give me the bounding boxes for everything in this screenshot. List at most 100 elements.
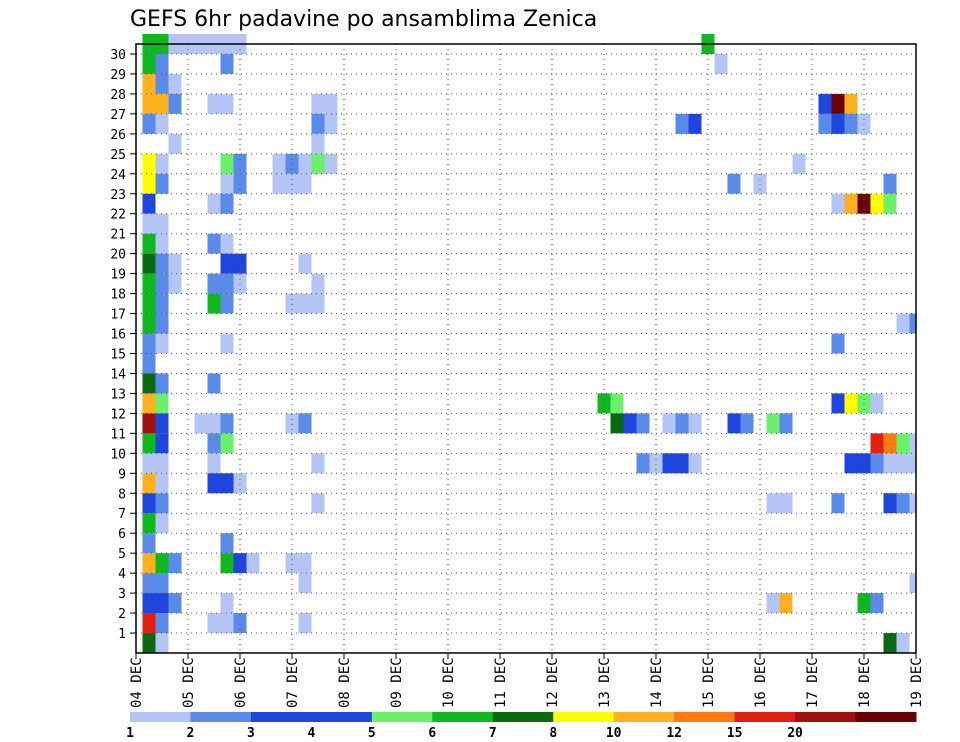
heatmap-cell [233,253,247,274]
legend-label: 4 [307,726,315,741]
heatmap-cell [766,413,780,434]
heatmap-cell [298,173,312,194]
heatmap-cell [311,93,325,114]
heatmap-cell [220,193,234,214]
heatmap-cell [142,633,156,653]
heatmap-cell [870,593,884,614]
chart-title: GEFS 6hr padavine po ansamblima Zenica [130,7,597,32]
x-tick-label: 16 DEC [753,657,769,708]
heatmap-cell [155,113,169,134]
y-tick-label: 13 [110,387,126,402]
heatmap-cell [142,613,156,634]
heatmap-cell [675,113,689,134]
heatmap-cell [818,93,832,114]
legend-swatch [674,712,736,722]
heatmap-cell [857,393,871,414]
heatmap-cell [207,433,221,454]
heatmap-cell [818,113,832,134]
heatmap-cells [142,34,916,653]
heatmap-cell [298,153,312,174]
heatmap-cell [831,113,845,134]
heatmap-cell [688,413,702,434]
heatmap-cell [194,413,208,434]
heatmap-cell [883,633,897,653]
heatmap-cell [610,413,624,434]
heatmap-cell [142,473,156,494]
heatmap-cell [233,273,247,294]
heatmap-cell [220,233,234,254]
legend-swatch [311,712,373,722]
heatmap-cell [909,493,916,514]
legend-label: 1 [126,726,134,741]
heatmap-cell [142,433,156,454]
y-tick-label: 27 [110,108,126,123]
heatmap-cell [142,573,156,594]
y-tick-label: 1 [118,627,126,642]
heatmap-cell [142,393,156,414]
y-tick-label: 18 [110,288,126,303]
heatmap-cell [155,493,169,514]
heatmap-cell [740,413,754,434]
heatmap-cell [142,173,156,194]
heatmap-cell [142,593,156,614]
heatmap-cell [168,593,182,614]
heatmap-cell [779,493,793,514]
heatmap-cell [857,453,871,474]
legend-swatch [734,712,796,722]
y-tick-label: 21 [110,228,126,243]
heatmap-cell [610,393,624,414]
heatmap-cell [298,613,312,634]
heatmap-cell [844,393,858,414]
y-tick-label: 30 [110,48,126,63]
heatmap-cell [870,433,884,454]
y-tick-label: 20 [110,248,126,263]
heatmap-cell [220,553,234,574]
heatmap-cell [142,213,156,234]
heatmap-cell [155,253,169,274]
heatmap-cell [753,173,767,194]
heatmap-cell [909,453,916,474]
heatmap-cell [844,93,858,114]
heatmap-cell [142,153,156,174]
legend-label: 8 [549,726,557,741]
heatmap-cell [155,613,169,634]
heatmap-cell [779,593,793,614]
heatmap-cell [155,553,169,574]
heatmap-cell [142,233,156,254]
heatmap-cell [597,393,611,414]
y-tick-label: 22 [110,208,126,223]
legend-swatch [613,712,675,722]
legend-label: 20 [787,726,803,741]
heatmap-cell [233,173,247,194]
heatmap-cell [285,153,299,174]
heatmap-cell [883,173,897,194]
heatmap-cell [285,293,299,314]
heatmap-cell [207,413,221,434]
heatmap-cell [155,513,169,534]
legend-swatch [795,712,857,722]
heatmap-cell [220,593,234,614]
heatmap-cell [168,93,182,114]
heatmap-cell [220,613,234,634]
legend-label: 7 [489,726,497,741]
heatmap-cell [142,93,156,114]
heatmap-cell [155,73,169,94]
heatmap-cell [168,253,182,274]
heatmap-cell [311,293,325,314]
heatmap-cell [896,493,910,514]
y-tick-label: 3 [118,587,126,602]
x-tick-label: 17 DEC [805,657,821,708]
heatmap-cell [831,333,845,354]
heatmap-cell [831,193,845,214]
legend-swatch [190,712,252,722]
heatmap-cell [870,453,884,474]
heatmap-cell [155,413,169,434]
heatmap-cell [155,213,169,234]
heatmap-cell [220,93,234,114]
heatmap-cell [298,253,312,274]
heatmap-cell [233,153,247,174]
heatmap-cell [883,433,897,454]
heatmap-cell [142,513,156,534]
y-tick-label: 19 [110,268,126,283]
heatmap-cell [870,393,884,414]
